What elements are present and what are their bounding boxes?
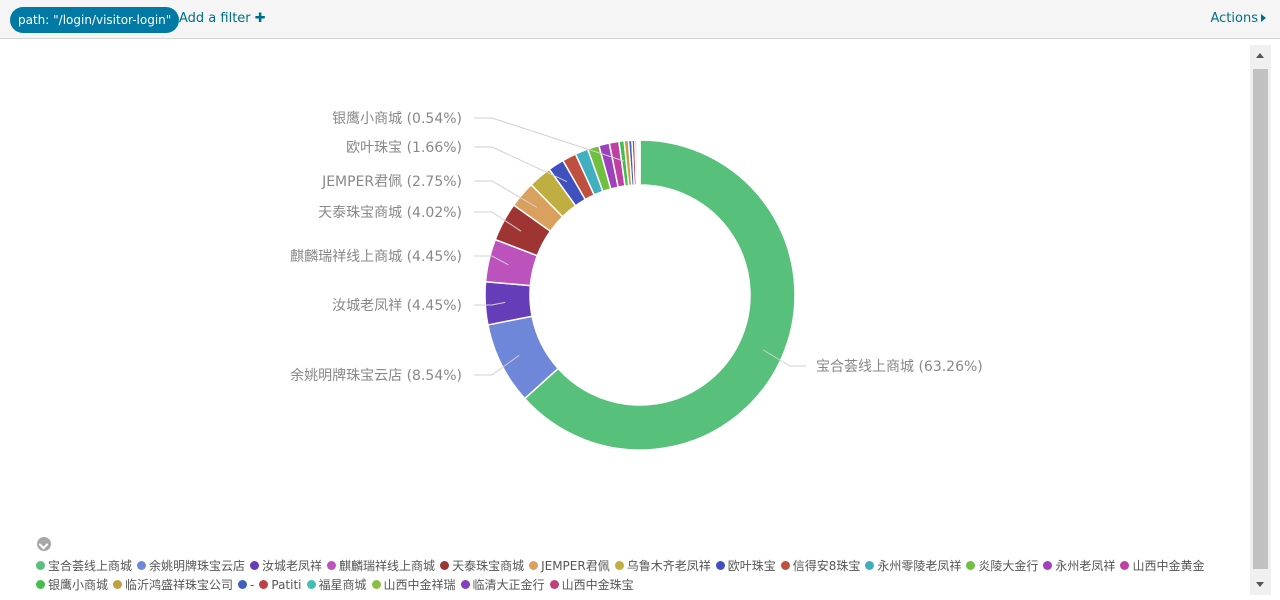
legend-color-dot-icon	[238, 580, 248, 589]
legend-color-dot-icon	[529, 561, 539, 570]
vertical-scrollbar[interactable]	[1250, 45, 1271, 595]
legend-item-label: 欧叶珠宝	[727, 559, 776, 573]
legend-item-label: 临沂鸿盛祥珠宝公司	[125, 578, 234, 592]
add-filter-label: Add a filter	[179, 11, 251, 26]
plus-icon: ✚	[254, 11, 266, 26]
legend-item[interactable]: 信得安8珠宝	[780, 557, 861, 576]
pie-label-leader-line	[474, 354, 520, 376]
pie-label-leader-line	[474, 211, 522, 232]
legend-item[interactable]: 余姚明牌珠宝云店	[137, 557, 245, 576]
pie-slice-label: 银鹰小商城 (0.54%)	[332, 111, 462, 127]
legend-item[interactable]: 麒麟瑞祥线上商城	[327, 557, 435, 576]
legend-item-label: 山西中金祥瑞	[383, 578, 456, 592]
scroll-down-arrow-icon[interactable]	[1250, 574, 1271, 595]
legend-color-dot-icon	[259, 580, 269, 589]
legend-item[interactable]: -	[238, 576, 254, 595]
legend-color-dot-icon	[137, 561, 147, 570]
legend-item[interactable]: 临沂鸿盛祥珠宝公司	[113, 576, 233, 595]
legend-color-dot-icon	[614, 561, 624, 570]
pie-label-leader-line	[474, 255, 509, 266]
pie-slice-label: JEMPER君佩 (2.75%)	[321, 174, 462, 190]
legend-color-dot-icon	[460, 580, 470, 589]
scroll-thumb[interactable]	[1253, 69, 1268, 569]
legend-color-dot-icon	[715, 561, 725, 570]
caret-right-icon	[1261, 14, 1266, 22]
pie-slice-label: 余姚明牌珠宝云店 (8.54%)	[290, 367, 462, 384]
legend-item[interactable]: 汝城老凤祥	[250, 557, 322, 576]
legend-item-label: 山西中金珠宝	[561, 578, 634, 592]
legend-item[interactable]: 福星商城	[306, 576, 367, 595]
legend-item-label: 宝合荟线上商城	[48, 559, 133, 573]
legend-item[interactable]: 山西中金祥瑞	[371, 576, 456, 595]
legend-item-label: -	[250, 578, 255, 592]
legend-item-label: 余姚明牌珠宝云店	[149, 559, 246, 573]
legend-item-label: 银鹰小商城	[48, 578, 109, 592]
legend-item[interactable]: 宝合荟线上商城	[36, 557, 132, 576]
legend-row: 宝合荟线上商城 余姚明牌珠宝云店 汝城老凤祥 麒麟瑞祥线上商城 天泰珠宝商城 JEMPER…	[36, 557, 1246, 576]
legend-row: 银鹰小商城 临沂鸿盛祥珠宝公司 - Patiti 福星商城 山西中金祥瑞 临清大正金行 山西中…	[36, 576, 1246, 595]
legend-item-label: 福星商城	[318, 578, 367, 592]
pie-label-leader-line	[474, 180, 538, 208]
legend-color-dot-icon	[371, 580, 381, 589]
legend-item-label: JEMPER君佩	[541, 559, 610, 573]
legend-item-label: 临清大正金行	[472, 578, 545, 592]
chart-legend: 宝合荟线上商城 余姚明牌珠宝云店 汝城老凤祥 麒麟瑞祥线上商城 天泰珠宝商城 JEMPER…	[36, 557, 1246, 595]
legend-item[interactable]: JEMPER君佩	[529, 557, 610, 576]
legend-color-dot-icon	[1120, 561, 1130, 570]
pie-slice-label: 汝城老凤祥 (4.45%)	[332, 298, 462, 314]
pie-label-leader-line	[474, 117, 625, 162]
pie-slice-label: 天泰珠宝商城 (4.02%)	[318, 205, 462, 221]
legend-color-dot-icon	[1043, 561, 1053, 570]
pie-label-leader-line	[763, 349, 806, 367]
legend-item-label: 汝城老凤祥	[262, 559, 323, 573]
legend-item-label: 麒麟瑞祥线上商城	[339, 559, 436, 573]
actions-label: Actions	[1210, 11, 1259, 26]
legend-item[interactable]: 山西中金黄金	[1120, 557, 1204, 576]
pie-slice-label: 宝合荟线上商城 (63.26%)	[816, 358, 983, 375]
legend-item-label: 信得安8珠宝	[792, 559, 861, 573]
legend-item[interactable]: 永州老凤祥	[1043, 557, 1115, 576]
pie-slice-label: 麒麟瑞祥线上商城 (4.45%)	[290, 249, 462, 265]
legend-color-dot-icon	[440, 561, 450, 570]
legend-color-dot-icon	[250, 561, 260, 570]
legend-item-label: 炎陵大金行	[978, 559, 1039, 573]
pie-label-leader-line	[474, 301, 506, 306]
pie-chart: 宝合荟线上商城 (63.26%) 余姚明牌珠宝云店 (8.54%) 汝城老凤祥 (4…	[290, 111, 983, 451]
pie-slice[interactable]	[638, 139, 641, 186]
pie-slice[interactable]	[523, 139, 796, 451]
legend-color-dot-icon	[966, 561, 976, 570]
legend-item-label: Patiti	[271, 578, 302, 592]
legend-color-dot-icon	[36, 580, 45, 589]
scroll-up-arrow-icon[interactable]	[1250, 45, 1271, 66]
legend-item-label: 乌鲁木齐老凤祥	[626, 559, 711, 573]
legend-item-label: 山西中金黄金	[1132, 559, 1205, 573]
legend-item[interactable]: 银鹰小商城	[36, 576, 108, 595]
legend-item[interactable]: 乌鲁木齐老凤祥	[614, 557, 711, 576]
pie-chart-panel: 宝合荟线上商城 (63.26%) 余姚明牌珠宝云店 (8.54%) 汝城老凤祥 (4…	[0, 40, 1250, 600]
legend-item[interactable]: 炎陵大金行	[966, 557, 1038, 576]
legend-color-dot-icon	[113, 580, 123, 589]
filter-bar: path: "/login/visitor-login" Add a filte…	[0, 0, 1280, 39]
filter-pill-path[interactable]: path: "/login/visitor-login"	[10, 7, 180, 33]
pie-label-leader-line	[474, 146, 568, 182]
legend-item[interactable]: 山西中金珠宝	[549, 576, 634, 595]
legend-item[interactable]: 永州零陵老凤祥	[865, 557, 961, 576]
add-filter-button[interactable]: Add a filter ✚	[179, 10, 266, 28]
legend-color-dot-icon	[327, 561, 337, 570]
legend-color-dot-icon	[865, 561, 875, 570]
legend-item[interactable]: 天泰珠宝商城	[440, 557, 524, 576]
legend-item-label: 永州老凤祥	[1055, 559, 1116, 573]
legend-toggle-chevron-icon[interactable]	[37, 537, 51, 551]
legend-color-dot-icon	[306, 580, 316, 589]
legend-color-dot-icon	[549, 580, 559, 589]
legend-item-label: 天泰珠宝商城	[452, 559, 525, 573]
legend-color-dot-icon	[780, 561, 790, 570]
legend-item-label: 永州零陵老凤祥	[877, 559, 962, 573]
legend-item[interactable]: 临清大正金行	[460, 576, 545, 595]
pie-slice-label: 欧叶珠宝 (1.66%)	[346, 140, 462, 156]
actions-button[interactable]: Actions	[1210, 10, 1266, 28]
legend-item[interactable]: Patiti	[259, 576, 302, 595]
legend-color-dot-icon	[36, 561, 45, 570]
legend-item[interactable]: 欧叶珠宝	[715, 557, 776, 576]
